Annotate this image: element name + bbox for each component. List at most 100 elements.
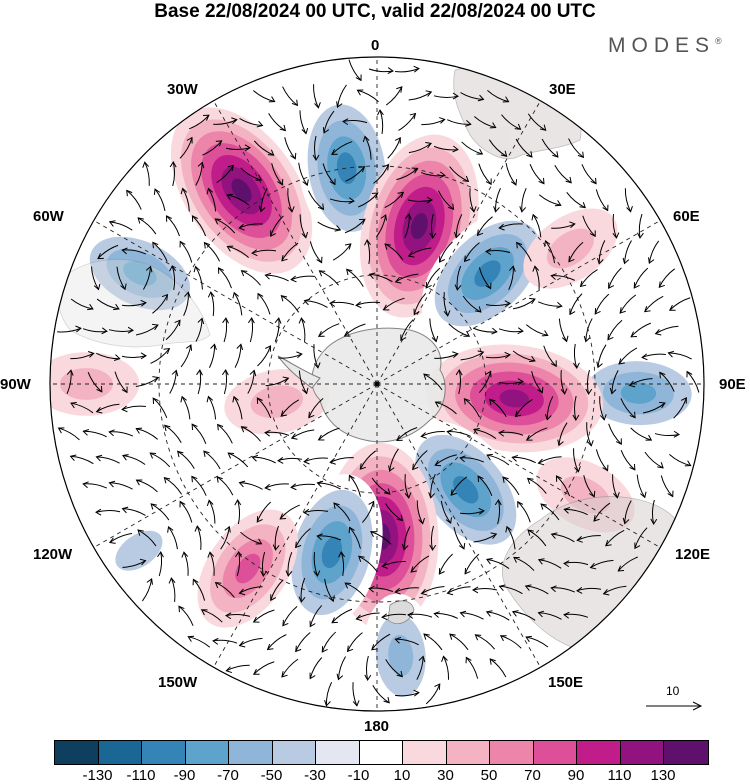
wind-vector-head bbox=[290, 483, 297, 491]
wind-vector bbox=[274, 318, 280, 343]
wind-vector bbox=[458, 369, 461, 395]
wind-vector-head bbox=[412, 463, 419, 471]
wind-vector bbox=[477, 475, 493, 497]
wind-vector bbox=[83, 430, 107, 438]
wind-vector bbox=[545, 240, 556, 264]
wind-vector-head bbox=[453, 231, 461, 239]
wind-vector bbox=[502, 476, 520, 496]
wind-vector bbox=[581, 164, 597, 185]
colorbar-swatch bbox=[403, 741, 447, 764]
meridian-line bbox=[213, 100, 378, 385]
wind-vector bbox=[569, 293, 583, 315]
wind-vector bbox=[216, 165, 234, 184]
wind-vector-head bbox=[502, 476, 509, 483]
wind-vector-head bbox=[579, 201, 586, 209]
wind-vector-head bbox=[207, 551, 215, 558]
wind-vector bbox=[630, 322, 652, 338]
wind-vector-head bbox=[163, 347, 171, 355]
wind-vector-head bbox=[563, 611, 570, 619]
wind-vector bbox=[465, 657, 479, 679]
wind-vector bbox=[433, 95, 459, 98]
wind-vector-head bbox=[101, 327, 108, 335]
wind-vector bbox=[215, 582, 235, 598]
wind-vector-head bbox=[152, 323, 159, 331]
wind-vector bbox=[233, 292, 243, 316]
wind-vector-head bbox=[615, 438, 622, 445]
wind-vector bbox=[109, 221, 133, 231]
wind-vector bbox=[278, 353, 303, 359]
wind-vector-head bbox=[537, 610, 545, 618]
anomaly-contour bbox=[474, 260, 501, 287]
wind-vector bbox=[564, 613, 589, 618]
wind-vector-head bbox=[382, 304, 390, 311]
wind-vector bbox=[280, 399, 300, 417]
wind-vector bbox=[430, 525, 434, 551]
wind-vector-head bbox=[628, 380, 636, 388]
lon-label-120w: 120W bbox=[33, 546, 73, 563]
wind-vector-head bbox=[217, 267, 224, 274]
wind-vector-head bbox=[425, 282, 432, 289]
wind-vector bbox=[253, 140, 274, 156]
wind-vector-head bbox=[569, 221, 576, 229]
wind-vector-head bbox=[121, 454, 129, 461]
wind-vector-head bbox=[279, 513, 287, 520]
colorbar-tick-label: -90 bbox=[173, 767, 196, 784]
wind-vector-head bbox=[465, 656, 472, 664]
wind-vector bbox=[537, 301, 562, 307]
wind-vector-head bbox=[95, 406, 103, 414]
wind-vector-head bbox=[200, 609, 208, 616]
wind-vector-head bbox=[168, 577, 176, 584]
polar-map bbox=[49, 56, 705, 712]
wind-vector-head bbox=[232, 291, 239, 299]
wind-vector bbox=[96, 298, 120, 310]
colorbar-swatch bbox=[316, 741, 360, 764]
colorbar bbox=[54, 740, 709, 765]
colorbar-tick-label: -70 bbox=[217, 767, 239, 784]
wind-vector-head bbox=[450, 489, 457, 496]
wind-vector bbox=[525, 324, 548, 336]
wind-vector bbox=[529, 164, 545, 185]
wind-vector-head bbox=[636, 232, 644, 239]
colorbar-swatch bbox=[577, 741, 621, 764]
wind-vector bbox=[633, 267, 649, 289]
wind-vector-head bbox=[359, 218, 366, 225]
wind-vector bbox=[314, 135, 317, 161]
wind-vector bbox=[486, 454, 510, 466]
wind-vector bbox=[358, 555, 378, 573]
wind-vector-head bbox=[423, 373, 430, 380]
wind-vector bbox=[270, 579, 284, 601]
lon-label-30w: 30W bbox=[167, 81, 198, 98]
wind-vector-head bbox=[191, 215, 198, 222]
wind-vector-head bbox=[167, 525, 174, 533]
wind-vector-head bbox=[619, 307, 626, 314]
wind-vector bbox=[486, 558, 510, 569]
wind-vector-head bbox=[539, 124, 547, 131]
wind-vector bbox=[227, 245, 249, 258]
wind-vector-head bbox=[490, 532, 498, 539]
wind-vector-head bbox=[240, 426, 248, 433]
wind-vector-head bbox=[145, 265, 153, 273]
wind-vector-head bbox=[329, 458, 336, 465]
wind-vector bbox=[179, 241, 193, 263]
wind-vector-head bbox=[252, 616, 260, 623]
wind-vector-head bbox=[648, 257, 655, 264]
wind-vector-head bbox=[191, 475, 198, 483]
wind-vector bbox=[83, 483, 108, 489]
wind-vector-head bbox=[423, 633, 430, 640]
wind-vector bbox=[488, 139, 507, 157]
wind-vector bbox=[532, 214, 542, 238]
wind-vector bbox=[634, 527, 648, 549]
colorbar-swatch bbox=[272, 741, 316, 764]
anomaly-contour bbox=[499, 389, 530, 408]
wind-vector bbox=[144, 161, 150, 186]
wind-vector-head bbox=[413, 308, 420, 316]
wind-vector-head bbox=[251, 454, 259, 462]
wind-vector-head bbox=[270, 594, 277, 602]
wind-vector-head bbox=[121, 247, 128, 255]
wind-vector bbox=[284, 137, 296, 160]
wind-vector-head bbox=[589, 490, 596, 498]
wind-vector-head bbox=[225, 666, 233, 674]
wind-vector bbox=[486, 611, 510, 621]
wind-vector bbox=[434, 454, 457, 466]
wind-vector-head bbox=[312, 154, 320, 161]
